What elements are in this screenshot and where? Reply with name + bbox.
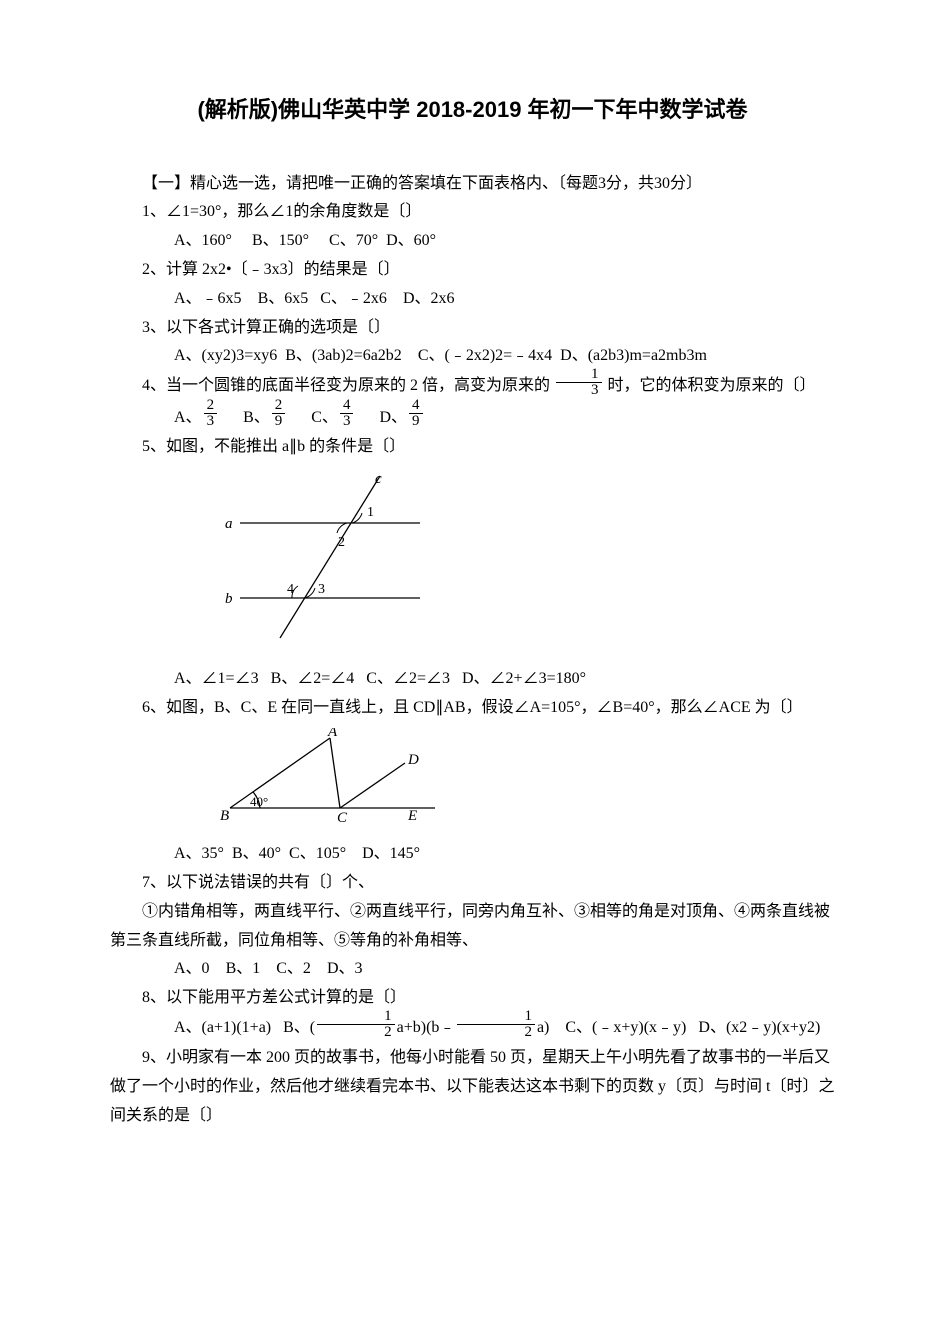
q2-optB: B、6x5 bbox=[258, 290, 309, 307]
q5-ang1: 1 bbox=[367, 505, 374, 520]
q3-optB: B、(3ab)2=6a2b2 bbox=[285, 347, 402, 364]
q4-Df-n: 4 bbox=[409, 398, 423, 413]
q4-Bf-d: 9 bbox=[272, 413, 286, 429]
q4-Df-d: 9 bbox=[409, 413, 423, 429]
section-heading: 【一】精心选一选，请把唯一正确的答案填在下面表格内、〔每题3分，共30分〕 bbox=[110, 170, 835, 199]
page-title: (解析版)佛山华英中学 2018-2019 年初一下年中数学试卷 bbox=[110, 90, 835, 130]
q7-options: A、0 B、1 C、2 D、3 bbox=[110, 955, 835, 984]
q8-Bf1d: 2 bbox=[317, 1024, 395, 1040]
q2-options: A、﹣6x5 B、6x5 C、﹣2x6 D、2x6 bbox=[110, 285, 835, 314]
q3-optD: D、(a2b3)m=a2mb3m bbox=[560, 347, 707, 364]
q5-optD: D、∠2+∠3=180° bbox=[462, 670, 586, 687]
q5-optB: B、∠2=∠4 bbox=[271, 670, 355, 687]
q4-frac1-d: 3 bbox=[556, 382, 602, 398]
q1-options: A、160° B、150° C、70° D、60° bbox=[110, 227, 835, 256]
q6-optB: B、40° bbox=[232, 845, 281, 862]
q1-optC: C、70° bbox=[329, 232, 378, 249]
q8-optD: D、(x2﹣y)(x+y2) bbox=[698, 1019, 820, 1036]
q4-pre: 4、当一个圆锥的底面半径变为原来的 2 倍，高变为原来的 bbox=[142, 377, 550, 394]
q4-Bf-n: 2 bbox=[272, 398, 286, 413]
q2-optD: D、2x6 bbox=[403, 290, 455, 307]
q3-options-line1: A、(xy2)3=xy6 B、(3ab)2=6a2b2 C、(﹣2x2)2=﹣4… bbox=[110, 342, 835, 371]
q8-Bf2d: 2 bbox=[457, 1024, 535, 1040]
q7-optA: A、0 bbox=[174, 960, 210, 977]
q2-optC: C、﹣2x6 bbox=[320, 290, 387, 307]
q4-frac1: 13 bbox=[556, 367, 602, 398]
q4-Cf-n: 4 bbox=[340, 398, 354, 413]
q8-optC: C、(﹣x+y)(x﹣y) bbox=[565, 1019, 686, 1036]
q1-optA: A、160° bbox=[174, 232, 232, 249]
q8-Bpost: a) bbox=[537, 1019, 549, 1036]
q5-ang4: 4 bbox=[287, 582, 294, 597]
q5-optC: C、∠2=∠3 bbox=[366, 670, 450, 687]
q5-ang3: 3 bbox=[318, 582, 325, 597]
q4-optD: D、49 bbox=[379, 402, 424, 433]
q7-optD: D、3 bbox=[327, 960, 363, 977]
q8-Bf2n: 1 bbox=[457, 1009, 535, 1024]
q7-text: 7、以下说法错误的共有〔〕个、 bbox=[110, 869, 835, 898]
q7-optC: C、2 bbox=[276, 960, 311, 977]
q6-optC: C、105° bbox=[289, 845, 346, 862]
q4-post: 时，它的体积变为原来的〔〕 bbox=[608, 377, 816, 394]
q5-diagram: a b c 1 2 3 4 bbox=[220, 468, 835, 659]
q5-ang2: 2 bbox=[338, 535, 345, 550]
q1-optD: D、60° bbox=[386, 232, 436, 249]
q7-optB: B、1 bbox=[226, 960, 261, 977]
q4-optB: B、29 bbox=[243, 402, 287, 433]
q5-options: A、∠1=∠3 B、∠2=∠4 C、∠2=∠3 D、∠2+∠3=180° bbox=[110, 665, 835, 694]
q4-A-label: A、 bbox=[174, 404, 202, 433]
q3-text: 3、以下各式计算正确的选项是〔〕 bbox=[110, 314, 835, 343]
q4-text: 4、当一个圆锥的底面半径变为原来的 2 倍，高变为原来的 13 时，它的体积变为… bbox=[110, 371, 835, 402]
q4-frac1-n: 1 bbox=[556, 367, 602, 382]
q4-B-label: B、 bbox=[243, 404, 270, 433]
q6-diagram: A B C D E 40° bbox=[220, 728, 835, 834]
q6-angle: 40° bbox=[250, 794, 268, 809]
q4-D-label: D、 bbox=[379, 404, 407, 433]
q4-optA: A、23 bbox=[174, 402, 219, 433]
q6-optD: D、145° bbox=[362, 845, 420, 862]
q6-A: A bbox=[327, 728, 338, 740]
q4-optC: C、43 bbox=[311, 402, 355, 433]
q4-Af-n: 2 bbox=[204, 398, 218, 413]
q8-optB: B、(12a+b)(b﹣12a) bbox=[283, 1019, 553, 1036]
q5-label-a: a bbox=[225, 516, 233, 532]
q6-optA: A、35° bbox=[174, 845, 224, 862]
q3-optC: C、(﹣2x2)2=﹣4x4 bbox=[418, 347, 552, 364]
q8-optA: A、(a+1)(1+a) bbox=[174, 1019, 271, 1036]
q6-C: C bbox=[337, 810, 348, 823]
q8-options: A、(a+1)(1+a) B、(12a+b)(b﹣12a) C、(﹣x+y)(x… bbox=[110, 1013, 835, 1044]
q6-B: B bbox=[220, 808, 229, 823]
q7-statements: ①内错角相等，两直线平行、②两直线平行，同旁内角互补、③相等的角是对顶角、④两条… bbox=[110, 898, 835, 956]
q2-text: 2、计算 2x2•〔﹣3x3〕的结果是〔〕 bbox=[110, 256, 835, 285]
q6-D: D bbox=[407, 752, 419, 768]
q5-label-b: b bbox=[225, 591, 233, 607]
q8-Bmid: a+b)(b﹣ bbox=[397, 1019, 456, 1036]
q5-label-c: c bbox=[375, 471, 382, 487]
q5-text: 5、如图，不能推出 a∥b 的条件是〔〕 bbox=[110, 433, 835, 462]
q8-Bf1n: 1 bbox=[317, 1009, 395, 1024]
q6-options: A、35° B、40° C、105° D、145° bbox=[110, 840, 835, 869]
q4-options: A、23 B、29 C、43 D、49 bbox=[110, 402, 835, 433]
q4-Af-d: 3 bbox=[204, 413, 218, 429]
q9-text: 9、小明家有一本 200 页的故事书，他每小时能看 50 页，星期天上午小明先看… bbox=[110, 1044, 835, 1130]
q4-Cf-d: 3 bbox=[340, 413, 354, 429]
q1-optB: B、150° bbox=[252, 232, 309, 249]
q3-optA: A、(xy2)3=xy6 bbox=[174, 347, 277, 364]
q2-optA: A、﹣6x5 bbox=[174, 290, 242, 307]
q4-C-label: C、 bbox=[311, 404, 338, 433]
q6-E: E bbox=[407, 808, 417, 823]
q8-Bpre: B、( bbox=[283, 1019, 315, 1036]
q6-text: 6、如图，B、C、E 在同一直线上，且 CD∥AB，假设∠A=105°，∠B=4… bbox=[110, 694, 835, 723]
q5-optA: A、∠1=∠3 bbox=[174, 670, 259, 687]
q1-text: 1、∠1=30°，那么∠1的余角度数是〔〕 bbox=[110, 198, 835, 227]
